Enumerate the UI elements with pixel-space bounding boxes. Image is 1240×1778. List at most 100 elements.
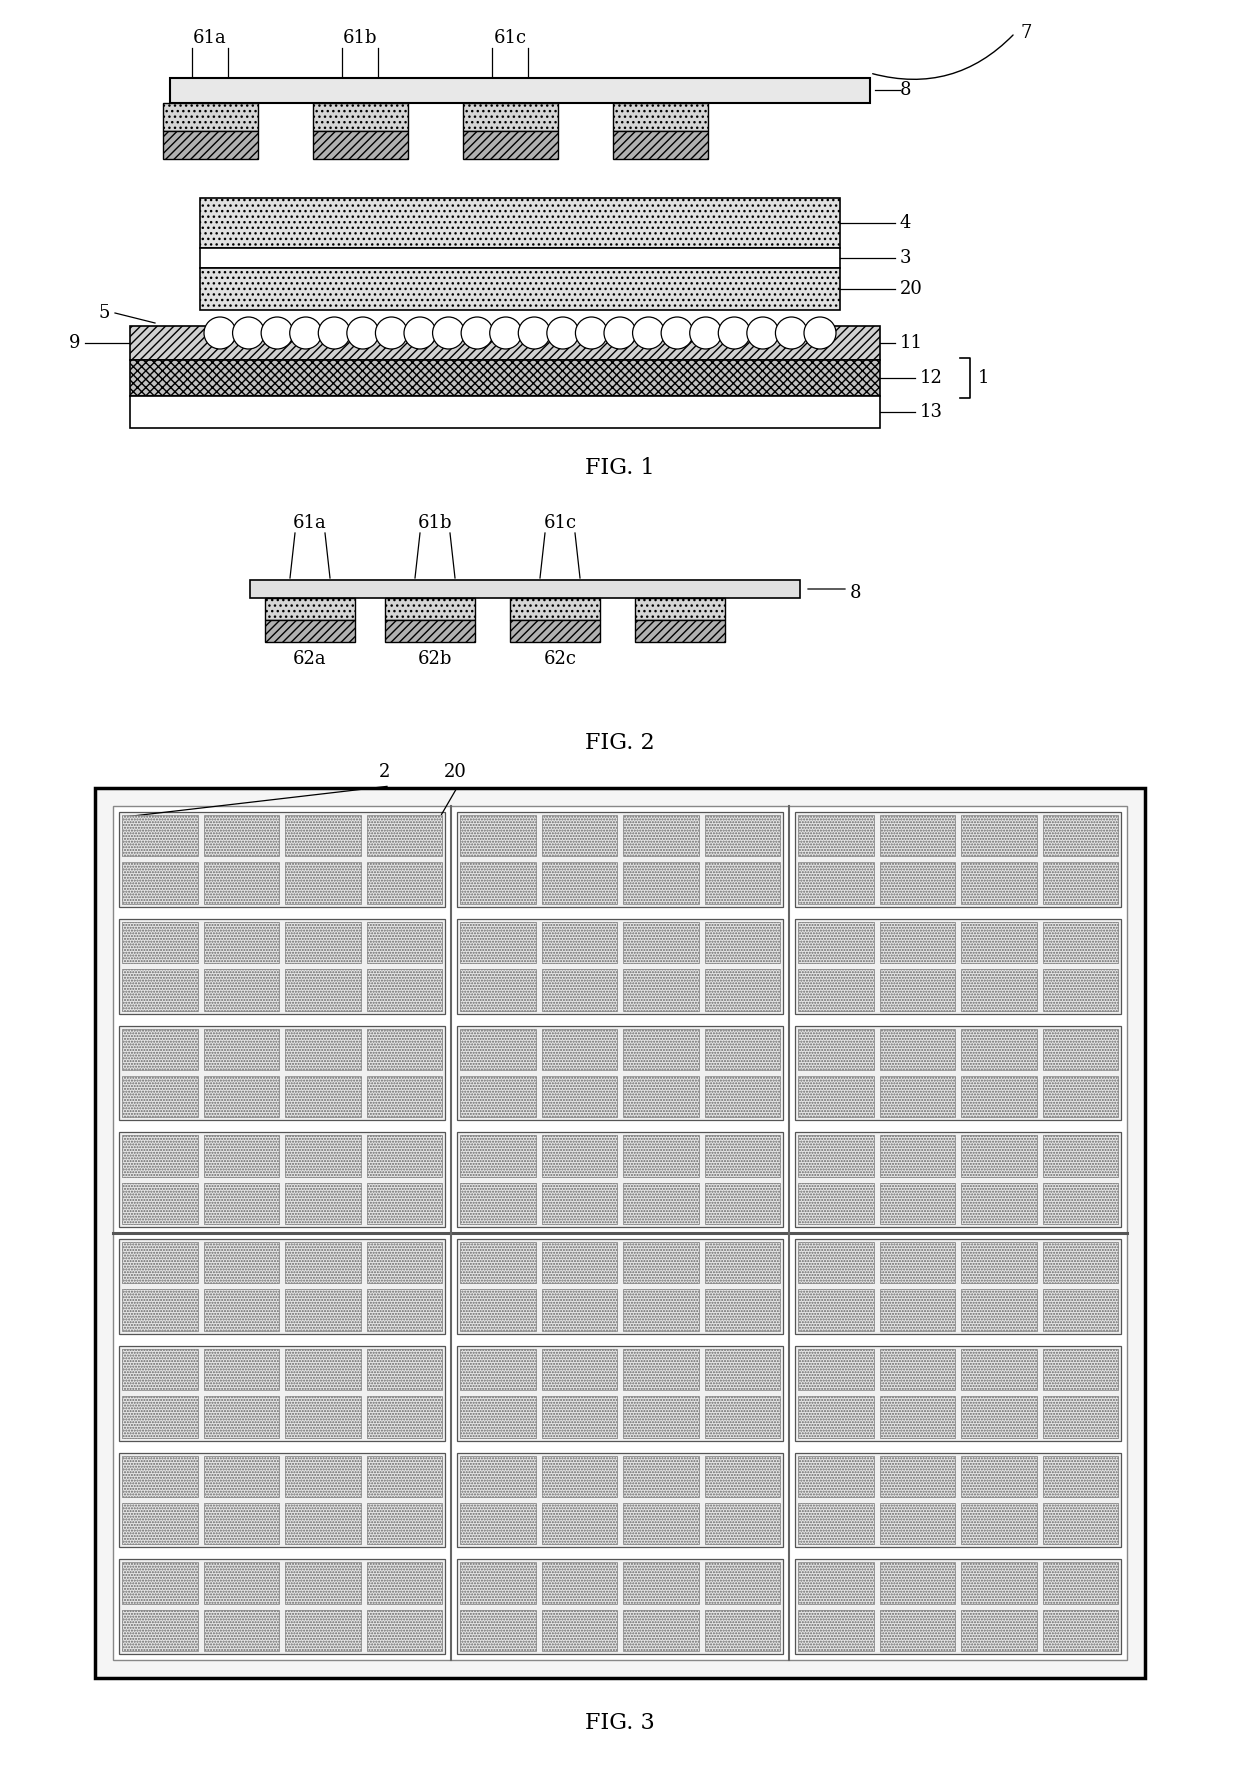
Bar <box>119 1559 445 1654</box>
Bar <box>119 813 445 907</box>
Bar <box>799 969 873 1010</box>
Bar <box>961 1396 1037 1437</box>
Bar <box>367 1502 441 1545</box>
Bar <box>1043 1134 1118 1177</box>
Bar <box>367 1028 441 1070</box>
Bar <box>622 1289 698 1330</box>
Bar <box>542 1243 618 1284</box>
Bar <box>542 1350 618 1390</box>
Bar <box>130 396 880 428</box>
Bar <box>285 1502 361 1545</box>
Bar <box>367 1350 441 1390</box>
Circle shape <box>575 316 608 348</box>
Bar <box>460 1182 536 1223</box>
Bar <box>203 969 279 1010</box>
Bar <box>460 921 536 964</box>
Bar <box>1043 814 1118 857</box>
Circle shape <box>404 316 436 348</box>
Text: FIG. 1: FIG. 1 <box>585 457 655 478</box>
Bar <box>542 1134 618 1177</box>
Bar <box>122 969 197 1010</box>
Bar <box>367 1609 441 1652</box>
Bar <box>799 1289 873 1330</box>
Bar <box>879 1028 955 1070</box>
Bar <box>265 621 355 642</box>
Text: 7: 7 <box>1021 23 1032 43</box>
Bar <box>1043 1182 1118 1223</box>
Bar <box>961 1243 1037 1284</box>
Bar <box>879 1182 955 1223</box>
Bar <box>122 1609 197 1652</box>
Bar <box>95 788 1145 1678</box>
Bar <box>162 132 258 158</box>
Bar <box>879 1134 955 1177</box>
Bar <box>367 814 441 857</box>
Bar <box>799 1456 873 1497</box>
Bar <box>799 1502 873 1545</box>
Bar <box>285 1243 361 1284</box>
Bar <box>162 103 258 132</box>
Bar <box>285 1028 361 1070</box>
Text: 20: 20 <box>900 279 923 299</box>
Text: 62c: 62c <box>543 651 577 669</box>
Circle shape <box>518 316 551 348</box>
Bar <box>542 1076 618 1117</box>
Bar <box>704 1076 780 1117</box>
Bar <box>879 1076 955 1117</box>
Bar <box>1043 1243 1118 1284</box>
Bar <box>130 325 880 359</box>
Bar <box>622 1502 698 1545</box>
Bar <box>635 597 725 621</box>
Bar <box>130 359 880 396</box>
Bar <box>622 1396 698 1437</box>
Bar <box>460 1396 536 1437</box>
Bar <box>622 969 698 1010</box>
Bar <box>1043 1350 1118 1390</box>
Bar <box>458 1346 782 1440</box>
Bar <box>122 1182 197 1223</box>
Bar <box>961 1456 1037 1497</box>
Bar <box>285 1563 361 1604</box>
Circle shape <box>661 316 693 348</box>
Text: 1: 1 <box>978 370 990 388</box>
Bar <box>119 1133 445 1227</box>
Bar <box>704 1134 780 1177</box>
Bar <box>799 1076 873 1117</box>
Bar <box>458 1026 782 1120</box>
Bar <box>961 814 1037 857</box>
Circle shape <box>233 316 264 348</box>
Text: FIG. 3: FIG. 3 <box>585 1712 655 1734</box>
Text: 12: 12 <box>920 370 942 388</box>
Bar <box>879 1456 955 1497</box>
Bar <box>113 805 1127 1661</box>
Bar <box>542 1456 618 1497</box>
Circle shape <box>262 316 293 348</box>
Circle shape <box>804 316 836 348</box>
Bar <box>458 813 782 907</box>
Bar <box>704 814 780 857</box>
Bar <box>795 1133 1121 1227</box>
Bar <box>704 1289 780 1330</box>
Bar <box>312 132 408 158</box>
Bar <box>463 103 558 132</box>
Bar <box>542 1563 618 1604</box>
Bar <box>122 1243 197 1284</box>
Bar <box>961 1563 1037 1604</box>
Circle shape <box>718 316 750 348</box>
Bar <box>285 1134 361 1177</box>
Bar <box>203 1396 279 1437</box>
Text: 62a: 62a <box>293 651 327 669</box>
Bar <box>961 1502 1037 1545</box>
Circle shape <box>746 316 779 348</box>
Bar <box>704 1350 780 1390</box>
Bar <box>285 1182 361 1223</box>
Bar <box>622 1134 698 1177</box>
Text: 3: 3 <box>900 249 911 267</box>
Bar <box>795 813 1121 907</box>
Bar <box>285 969 361 1010</box>
Bar <box>879 1609 955 1652</box>
Bar <box>704 1243 780 1284</box>
Bar <box>961 1182 1037 1223</box>
Bar <box>119 919 445 1013</box>
Bar <box>122 1456 197 1497</box>
